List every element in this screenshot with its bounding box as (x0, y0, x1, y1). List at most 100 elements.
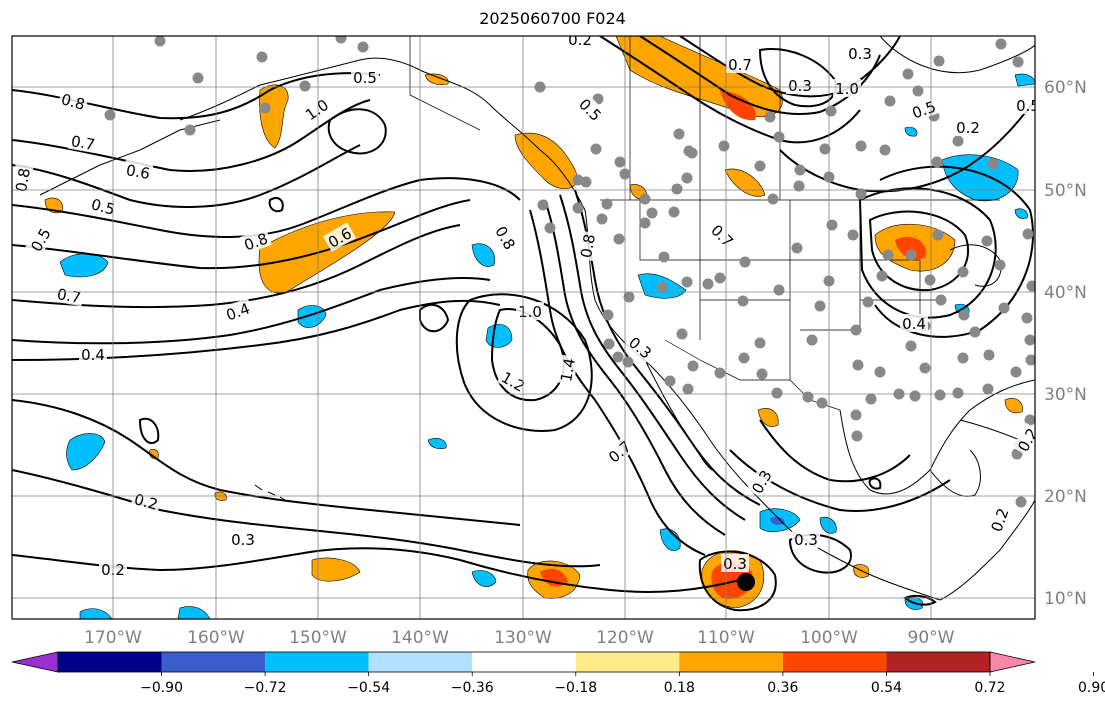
contour (779, 99, 1035, 193)
station-dot (596, 213, 608, 225)
shade-negative (485, 324, 513, 348)
colorbar-tick-labels: −0.90 −0.72 −0.54 −0.36 −0.18 0.18 0.36 0.54 0.7… (140, 672, 1105, 696)
contour-label: 1.0 (833, 79, 861, 98)
station-dot (981, 235, 993, 247)
shade-negative-core (770, 516, 785, 525)
shade-positive-core (895, 236, 926, 260)
station-dot (814, 300, 826, 312)
contour-label-text: 0.3 (231, 531, 255, 549)
station-dot (602, 309, 614, 321)
station-dot (682, 383, 694, 395)
station-dot (874, 366, 886, 378)
station-dot (850, 409, 862, 421)
contour-label-text: 1.0 (835, 80, 859, 98)
station-dot (995, 38, 1007, 50)
colorbar-tick-label: 0.18 (664, 680, 695, 696)
contour-label: 0.4 (900, 314, 928, 333)
station-dot (1015, 496, 1027, 508)
contour-label: 0.4 (221, 297, 254, 325)
contour-label: 0.7 (53, 283, 85, 307)
contour-label: 0.3 (792, 530, 820, 549)
colorbar-segment (161, 652, 266, 672)
station-dot (686, 147, 698, 159)
colorbar-tick-label: 0.72 (974, 680, 1005, 696)
station-dot (714, 272, 726, 284)
contour-label-bg (574, 93, 607, 126)
colorbar-segment (472, 652, 576, 672)
station-dot (335, 36, 347, 44)
plot-frame (11, 35, 1036, 620)
station-dot (983, 349, 995, 361)
contour-label-bg (786, 76, 814, 94)
station-dot (664, 375, 676, 387)
contour-labels: 0.50.8 1.00.70.60.50.80.50.70.8 0.60.40.40… (12, 36, 1035, 579)
station-dot (656, 281, 668, 293)
coast-cuba (959, 419, 1021, 441)
colorbar-segment (368, 652, 473, 672)
station-dot (767, 193, 779, 205)
contour-label-text: 0.5 (89, 195, 117, 219)
coast-central-america (939, 499, 1035, 601)
contour-label-bg (130, 488, 163, 514)
station-dot (687, 360, 699, 372)
shade-positive-core (720, 90, 756, 121)
contour-label-bg (746, 464, 776, 499)
latitude-label: 60°N (1044, 78, 1087, 98)
shade-negative (79, 608, 113, 619)
station-dot (714, 367, 726, 379)
station-dot (773, 284, 785, 296)
storm-center-marker (737, 573, 755, 591)
contour-label-bg (985, 503, 1013, 536)
station-dot (1024, 414, 1035, 426)
station-dot (851, 430, 863, 442)
station-dot (681, 172, 693, 184)
contour-label-bg (496, 366, 531, 396)
contour-label: 0.4 (79, 345, 107, 364)
station-dot (931, 156, 943, 168)
longitude-label: 160°W (187, 628, 245, 648)
station-dot (773, 131, 785, 143)
contour (858, 187, 997, 319)
station-dot (299, 80, 311, 92)
contour (12, 177, 521, 238)
station-dot (912, 85, 924, 97)
contour-label-text: 0.8 (577, 233, 599, 260)
contour-label-bg (221, 297, 254, 325)
latitude-label: 50°N (1044, 181, 1087, 201)
station-dot (876, 270, 888, 282)
contour-label-bg (79, 345, 107, 363)
shade-negative (471, 570, 497, 587)
contour-label: 0.2 (954, 118, 982, 137)
latitude-label: 20°N (1044, 487, 1087, 507)
station-dot (537, 199, 549, 211)
colorbar-tick-label: −0.54 (347, 680, 390, 696)
contour-label-text: 0.3 (794, 531, 818, 549)
colorbar-segment (886, 652, 990, 672)
station-dot (590, 143, 602, 155)
station-dot (737, 295, 749, 307)
contour-label: 0.2 (985, 503, 1013, 536)
shade-negative (297, 305, 327, 328)
contour (268, 197, 284, 213)
contour-label-bg (792, 530, 820, 548)
shade-positive (724, 168, 766, 197)
longitude-label: 100°W (800, 628, 858, 648)
contour-label: 0.5 (351, 68, 379, 87)
contour-label-bg (900, 314, 928, 332)
contour-label-bg (1014, 96, 1035, 114)
plot-background (12, 36, 1035, 619)
colorbar-tick-label: 0.90 (1078, 680, 1105, 696)
station-dot (623, 291, 635, 303)
shade-negative (66, 433, 106, 471)
contour (327, 108, 387, 155)
contour-label: 0.5 (87, 193, 120, 219)
station-dot (256, 51, 268, 63)
contour-label-bg (833, 79, 861, 97)
colorbar-segment (679, 652, 783, 672)
contour (419, 303, 450, 333)
contour-label-text: 0.6 (125, 161, 152, 183)
station-dot (902, 68, 914, 80)
contour-label-bg (122, 159, 154, 183)
station-dot (862, 296, 874, 308)
station-dot (998, 302, 1010, 314)
